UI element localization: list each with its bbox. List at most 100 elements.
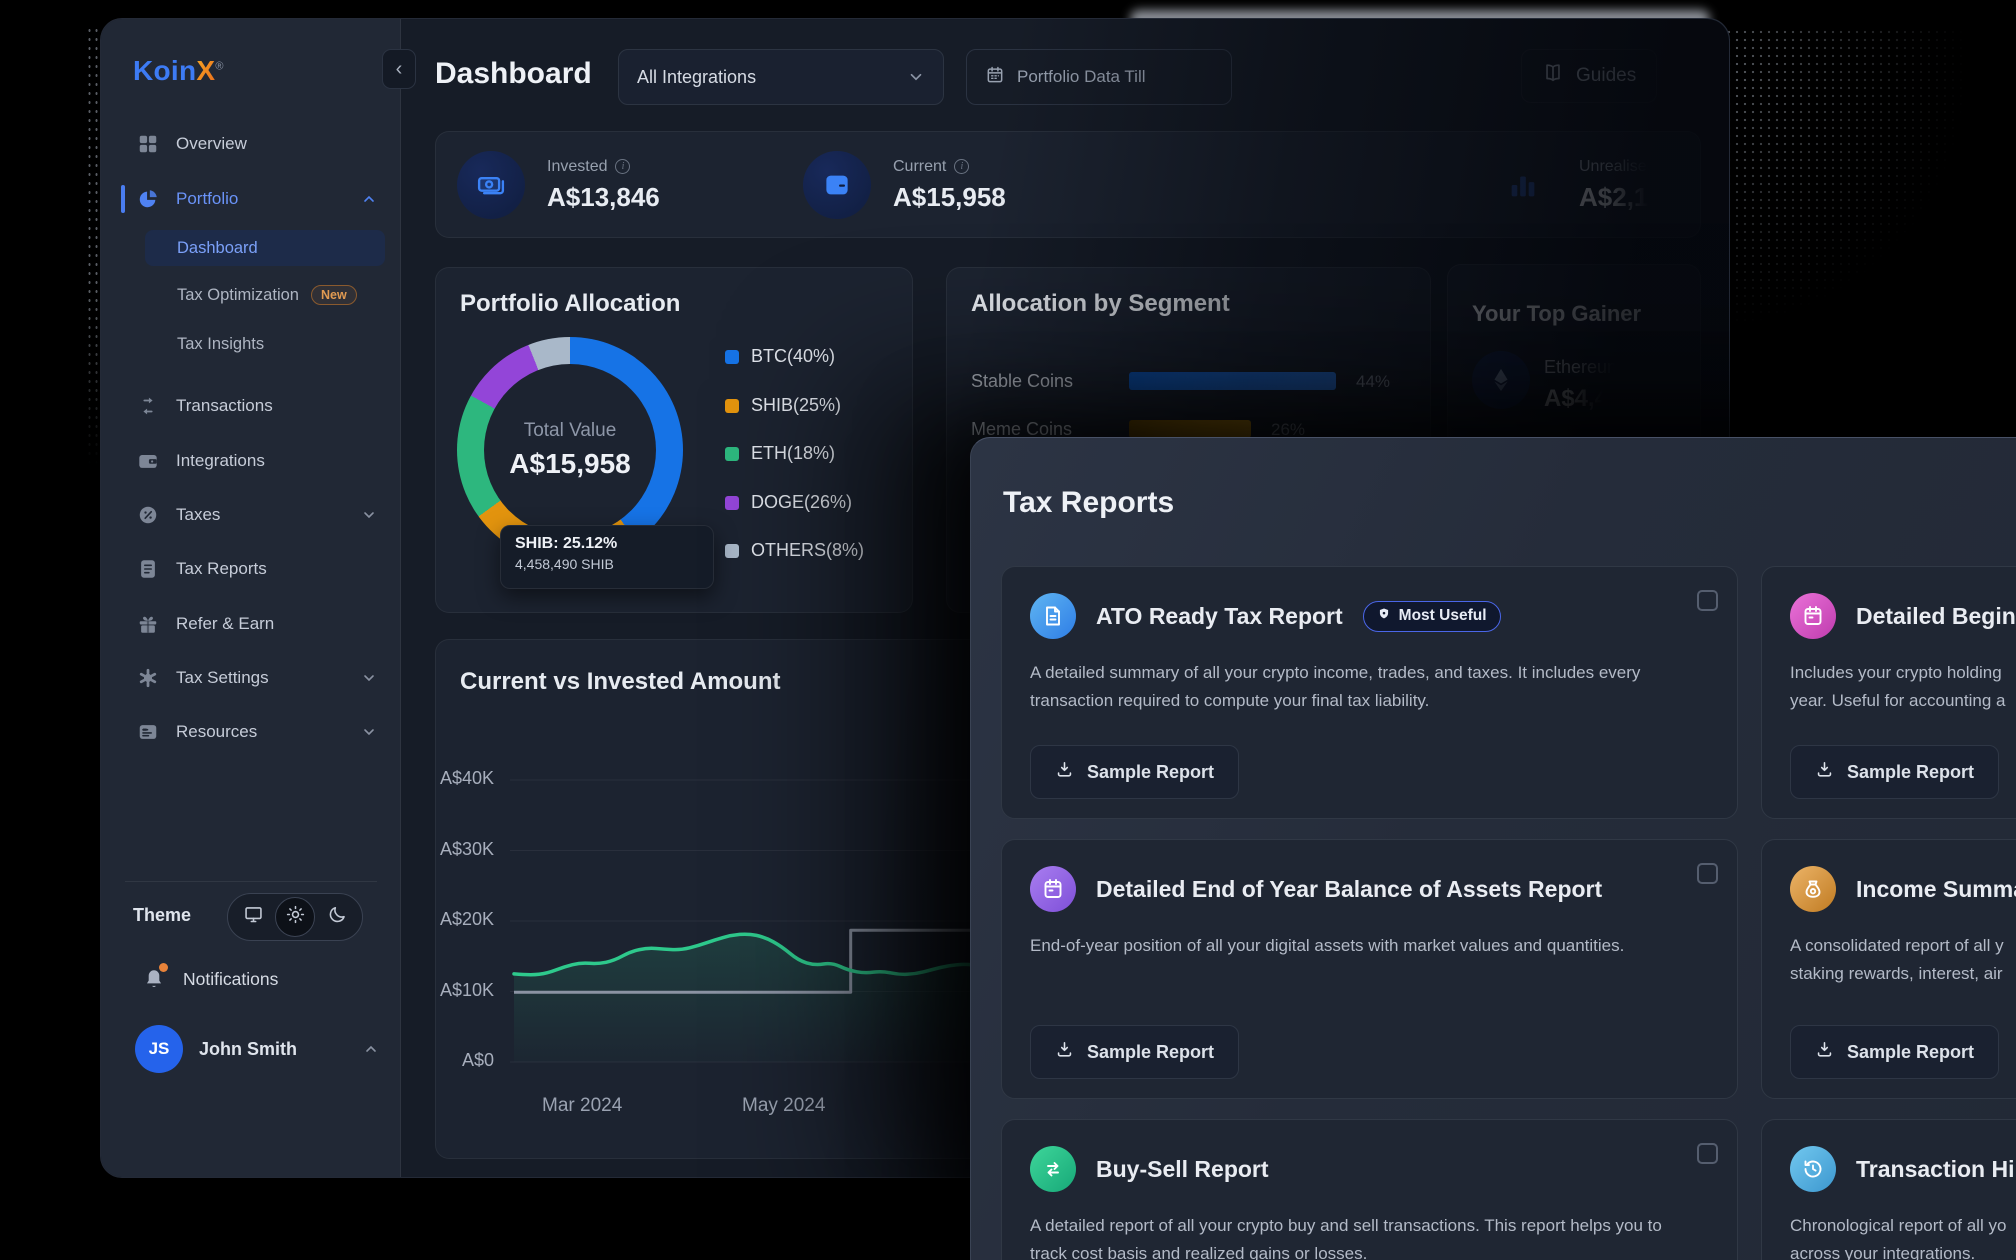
sidebar-item-integrations[interactable]: Integrations <box>137 444 265 478</box>
report-card-beginning-of-year[interactable]: Detailed Begin Includes your crypto hold… <box>1761 566 2016 819</box>
unrealised-label: Unrealised <box>1579 157 1656 175</box>
sidebar-item-tax-settings[interactable]: Tax Settings <box>137 661 269 695</box>
portfolio-allocation-panel: Portfolio Allocation Total Value A$15,95… <box>435 267 913 613</box>
tax-reports-window: Tax Reports ATO Ready Tax Report Most Us… <box>970 437 2016 1260</box>
sidebar-collapse-button[interactable]: ‹ <box>382 49 416 89</box>
segment-label-stable-coins: Stable Coins <box>971 371 1074 391</box>
legend-item-btc[interactable]: BTC(40%) <box>725 346 835 367</box>
portfolio-allocation-title: Portfolio Allocation <box>460 290 681 317</box>
unrealised-value: A$2,1 <box>1579 181 1649 212</box>
sidebar-subitem-label: Dashboard <box>177 238 258 257</box>
document-icon <box>1030 593 1076 639</box>
sidebar-subitem-tax-optimization[interactable]: Tax Optimization New <box>177 278 357 312</box>
legend-item-eth[interactable]: ETH(18%) <box>725 443 835 464</box>
segment-percent-stable-coins: 44% <box>1356 372 1391 391</box>
legend-item-others[interactable]: OTHERS(8%) <box>725 540 864 561</box>
active-item-indicator <box>121 185 125 213</box>
sidebar-item-refer-earn[interactable]: Refer & Earn <box>137 607 274 641</box>
legend-swatch <box>725 446 739 461</box>
sidebar-item-taxes[interactable]: Taxes <box>137 498 220 532</box>
guides-button[interactable]: Guides <box>1521 49 1658 103</box>
sidebar-subitem-tax-insights[interactable]: Tax Insights <box>177 327 264 361</box>
sample-report-button[interactable]: Sample Report <box>1030 1025 1240 1079</box>
calendar-icon <box>985 65 1005 90</box>
sidebar-subitem-label: Tax Optimization <box>177 285 299 304</box>
report-card-description-line: across your integrations. <box>1790 1243 1976 1260</box>
report-checkbox[interactable] <box>1697 590 1718 611</box>
theme-switcher <box>227 893 363 941</box>
sidebar-item-tax-reports[interactable]: Tax Reports <box>137 552 267 586</box>
report-card-title: Transaction Hi <box>1856 1155 2015 1182</box>
logo-text-koin: Koin <box>133 55 197 86</box>
tooltip-percent: SHIB: 25.12% <box>515 535 618 552</box>
report-card-income-summary[interactable]: Income Summa A consolidated report of al… <box>1761 839 2016 1099</box>
history-clock-icon <box>1790 1146 1836 1192</box>
chevron-down-icon[interactable] <box>361 507 377 523</box>
sidebar-item-resources[interactable]: Resources <box>137 715 257 749</box>
report-card-ato-ready[interactable]: ATO Ready Tax Report Most Useful A detai… <box>1001 566 1738 819</box>
report-card-buy-sell[interactable]: Buy-Sell Report A detailed report of all… <box>1001 1119 1738 1260</box>
top-gainer-asset: Ethereum <box>1544 357 1623 377</box>
report-card-end-of-year[interactable]: Detailed End of Year Balance of Assets R… <box>1001 839 1738 1099</box>
notifications-row[interactable] <box>141 963 168 991</box>
chevron-up-icon[interactable] <box>363 1041 379 1062</box>
tooltip-amount: 4,458,490 SHIB <box>515 556 614 572</box>
report-checkbox[interactable] <box>1697 1143 1718 1164</box>
chevron-up-icon[interactable] <box>361 191 377 207</box>
sample-report-button[interactable]: Sample Report <box>1030 745 1240 799</box>
cash-icon <box>457 151 525 219</box>
total-value-label: Total Value <box>523 420 617 441</box>
sample-report-label: Sample Report <box>1847 761 1975 782</box>
download-icon <box>1055 1040 1074 1064</box>
stat-invested: Invested i A$13,846 <box>457 151 660 219</box>
avatar[interactable]: JS <box>135 1025 183 1073</box>
book-icon <box>1542 62 1564 90</box>
sample-report-button[interactable]: Sample Report <box>1790 1025 2000 1079</box>
sidebar-item-transactions[interactable]: Transactions <box>137 389 273 423</box>
integrations-dropdown[interactable]: All Integrations <box>618 49 944 105</box>
segment-bar-meme-coins[interactable] <box>1129 420 1251 438</box>
report-checkbox[interactable] <box>1697 863 1718 884</box>
legend-swatch <box>725 543 739 558</box>
report-card-description-line: Chronological report of all yo <box>1790 1216 2007 1235</box>
theme-system-button[interactable] <box>233 897 273 937</box>
chevron-down-icon[interactable] <box>361 670 377 686</box>
legend-swatch <box>725 349 739 364</box>
sidebar-item-label: Overview <box>176 134 247 153</box>
document-icon <box>137 558 159 580</box>
calendar-icon <box>1030 866 1076 912</box>
sun-icon <box>285 904 306 930</box>
portfolio-data-till-button[interactable]: Portfolio Data Till <box>966 49 1232 105</box>
top-gainer-title: Your Top Gainer <box>1472 301 1642 326</box>
dotted-texture-left <box>86 26 100 466</box>
most-useful-badge: Most Useful <box>1362 600 1501 632</box>
info-icon[interactable]: i <box>615 159 631 174</box>
legend-swatch <box>725 398 739 413</box>
sidebar-item-portfolio[interactable]: Portfolio <box>137 182 238 216</box>
theme-dark-button[interactable] <box>317 897 357 937</box>
legend-item-shib[interactable]: SHIB(25%) <box>725 395 841 416</box>
report-card-transaction-history[interactable]: Transaction Hi Chronological report of a… <box>1761 1119 2016 1260</box>
download-icon <box>1055 760 1074 784</box>
gear-icon <box>137 667 159 689</box>
info-icon[interactable]: i <box>954 159 970 174</box>
report-card-title: ATO Ready Tax Report <box>1096 602 1343 629</box>
legend-label: BTC(40%) <box>751 346 836 366</box>
legend-item-doge[interactable]: DOGE(26%) <box>725 492 852 513</box>
sidebar-subitem-dashboard[interactable]: Dashboard <box>177 231 258 265</box>
theme-light-button[interactable] <box>275 897 315 937</box>
report-card-description-line: staking rewards, interest, air <box>1790 963 2003 983</box>
sidebar-item-overview[interactable]: Overview <box>137 127 247 161</box>
sidebar-item-label: Integrations <box>176 451 265 470</box>
report-card-title: Income Summa <box>1856 875 2016 902</box>
sample-report-button[interactable]: Sample Report <box>1790 745 2000 799</box>
chevron-down-icon[interactable] <box>361 724 377 740</box>
y-axis-tick: A$30K <box>439 839 494 859</box>
browser-card-icon <box>137 721 159 743</box>
top-gainer-value: A$4,4 <box>1544 385 1609 412</box>
segment-bar-stable-coins[interactable] <box>1129 372 1336 390</box>
grid-icon <box>137 133 159 155</box>
report-card-description-line: A consolidated report of all y <box>1790 936 2004 955</box>
invested-value: A$13,846 <box>547 181 660 212</box>
